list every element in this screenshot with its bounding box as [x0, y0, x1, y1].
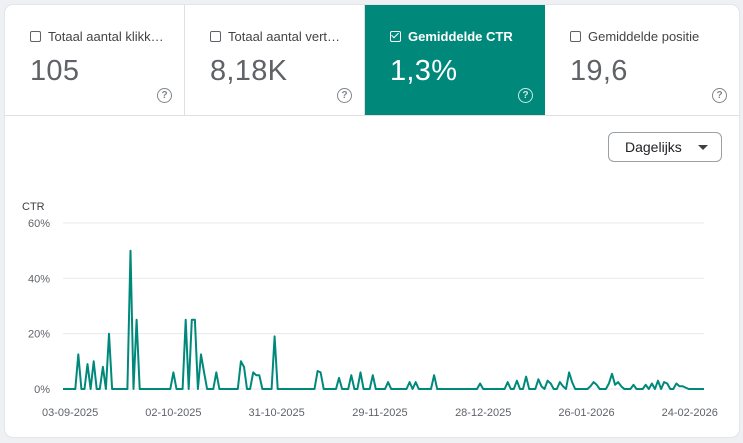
x-tick-label: 28-12-2025 [455, 407, 511, 419]
checkbox-icon[interactable] [30, 31, 41, 42]
help-icon[interactable]: ? [157, 88, 172, 103]
y-axis-ticks: 60% 40% 20% 0% [28, 218, 50, 396]
metric-card-position[interactable]: Gemiddelde positie 19,6 ? [545, 5, 739, 115]
metric-value: 105 [30, 55, 80, 87]
metric-label: Gemiddelde positie [588, 29, 700, 44]
help-icon[interactable]: ? [518, 88, 533, 103]
y-tick-label: 60% [28, 218, 50, 230]
checkbox-icon[interactable] [570, 31, 581, 42]
x-tick-label: 31-10-2025 [249, 407, 305, 419]
y-tick-label: 40% [28, 273, 50, 285]
x-tick-label: 03-09-2025 [42, 407, 98, 419]
x-tick-label: 26-01-2026 [558, 407, 614, 419]
x-tick-label: 24-02-2026 [662, 407, 718, 419]
x-axis-ticks: 03-09-2025 02-10-2025 31-10-2025 29-11-2025… [42, 407, 718, 419]
metric-card-header: Gemiddelde positie [570, 29, 710, 44]
metric-label: Totaal aantal vert… [228, 29, 341, 44]
help-icon[interactable]: ? [712, 88, 727, 103]
checkbox-checked-icon[interactable] [390, 30, 401, 42]
series-line [63, 249, 704, 390]
y-axis-label: CTR [22, 201, 45, 213]
metric-label: Totaal aantal klikk… [48, 29, 164, 44]
checkmark-icon [391, 30, 399, 39]
metric-card-clicks[interactable]: Totaal aantal klikk… 105 ? [5, 5, 185, 115]
metric-value: 19,6 [570, 55, 628, 87]
y-tick-label: 20% [28, 329, 50, 341]
chart-grid [63, 222, 704, 390]
granularity-dropdown[interactable]: Dagelijks [608, 132, 722, 162]
metric-card-header: Gemiddelde CTR [390, 29, 530, 44]
metric-card-header: Totaal aantal klikk… [30, 29, 170, 44]
performance-panel: Totaal aantal klikk… 105 ? Totaal aantal… [5, 5, 739, 437]
metric-card-ctr[interactable]: Gemiddelde CTR 1,3% ? [365, 5, 545, 115]
ctr-line-chart: 60% 40% 20% 0% 03-09-2025 02-10-2025 31-10-20… [22, 201, 718, 419]
x-tick-label: 02-10-2025 [145, 407, 201, 419]
caret-down-icon [698, 145, 708, 150]
help-icon[interactable]: ? [337, 88, 352, 103]
metric-label: Gemiddelde CTR [408, 29, 513, 44]
metric-card-header: Totaal aantal vert… [210, 29, 350, 44]
metric-card-impressions[interactable]: Totaal aantal vert… 8,18K ? [185, 5, 365, 115]
metric-cards: Totaal aantal klikk… 105 ? Totaal aantal… [5, 5, 739, 116]
metric-value: 8,18K [210, 55, 288, 87]
dropdown-label: Dagelijks [625, 139, 682, 155]
metric-value: 1,3% [390, 55, 458, 87]
y-tick-label: 0% [34, 384, 50, 396]
x-tick-label: 29-11-2025 [352, 407, 407, 419]
checkbox-icon[interactable] [210, 31, 221, 42]
